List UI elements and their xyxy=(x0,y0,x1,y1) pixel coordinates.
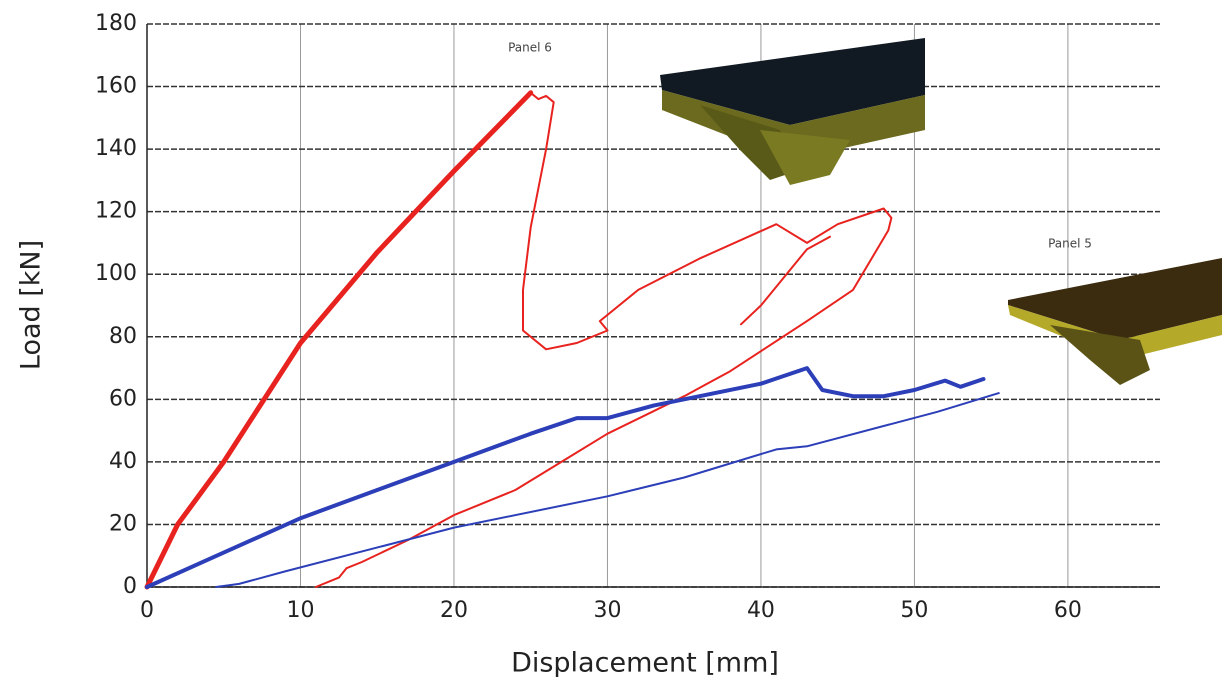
y-tick-label: 0 xyxy=(123,574,137,599)
x-tick-label: 60 xyxy=(1054,598,1082,623)
y-tick-label: 20 xyxy=(109,511,137,536)
x-tick-label: 10 xyxy=(286,598,314,623)
y-tick-label: 40 xyxy=(109,449,137,474)
annotation: Panel 6 xyxy=(508,41,552,55)
data-line xyxy=(215,392,1000,588)
x-axis-title: Displacement [mm] xyxy=(511,648,779,679)
y-tick-label: 160 xyxy=(95,74,137,99)
y-tick-label: 140 xyxy=(95,136,137,161)
x-tick-label: 50 xyxy=(900,598,928,623)
plot-area: 0 10 20 30 40 50 60 0 20 40 60 80 100 120 140 160 180 xyxy=(95,11,1160,623)
data-line xyxy=(144,90,534,590)
x-tick-label: 20 xyxy=(440,598,468,623)
panel-6-illustration xyxy=(660,38,925,185)
data-line xyxy=(145,366,986,589)
x-tick-label: 40 xyxy=(747,598,775,623)
y-tick-label: 180 xyxy=(95,11,137,36)
panel-5-illustration xyxy=(1008,258,1222,385)
annotation: Panel 5 xyxy=(1048,237,1092,251)
data-line xyxy=(314,91,893,588)
y-tick-label: 80 xyxy=(109,324,137,349)
x-tick-label: 30 xyxy=(593,598,621,623)
y-tick-label: 60 xyxy=(109,386,137,411)
y-tick-label: 120 xyxy=(95,199,137,224)
x-tick-label: 0 xyxy=(140,598,154,623)
y-tick-label: 100 xyxy=(95,261,137,286)
y-axis-title: Load [kN] xyxy=(16,240,47,370)
